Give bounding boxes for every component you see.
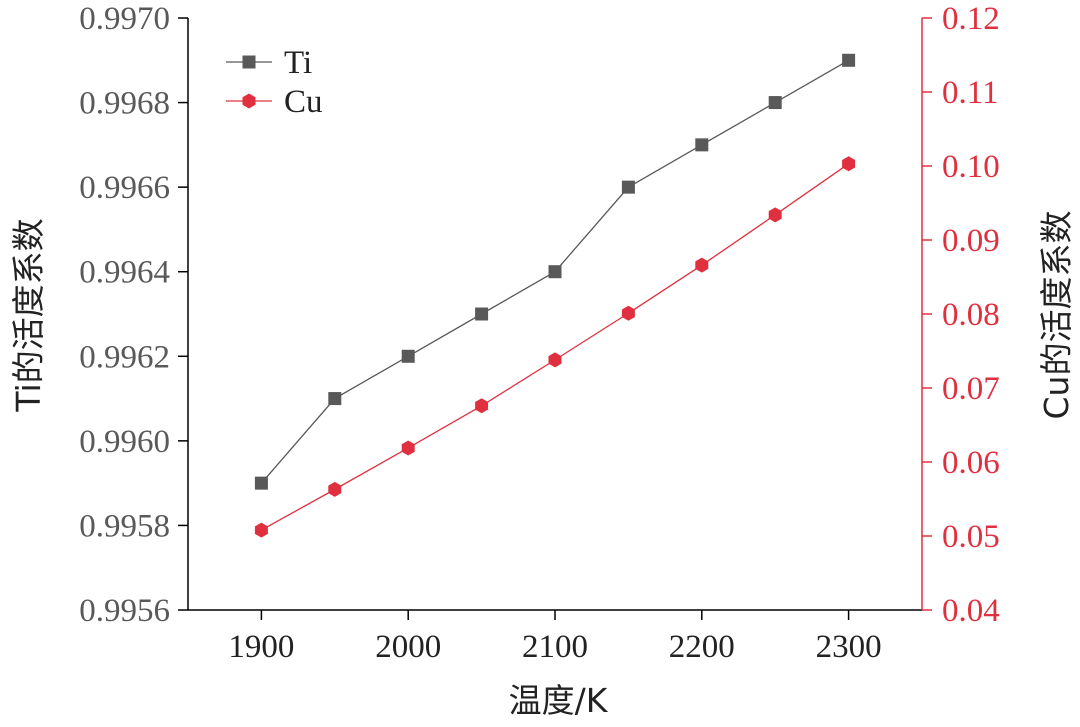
x-tick-label: 1900 [228,629,294,665]
x-axis-label: 温度/K [509,681,609,720]
x-tick-label: 2000 [375,629,441,665]
axes: 1900 2000 2100 2200 2300 0.9956 0.9958 0.9960 0.… [79,1,1000,665]
y-right-tick-label: 0.12 [942,1,1000,37]
y-right-tick-label: 0.06 [942,445,1000,481]
series-ti-point [475,307,489,321]
y-left-tick-label: 0.9962 [79,339,170,375]
x-tick-label: 2200 [669,629,735,665]
series-cu-point [842,156,856,172]
series-cu-point [254,522,268,538]
legend-label: Ti [284,45,312,81]
y-right-tick-label: 0.09 [942,223,1000,259]
series-ti-point [548,265,562,279]
y-left-tick-label: 0.9968 [79,86,170,122]
x-tick-label: 2300 [816,629,882,665]
y-left-tick-label: 0.9958 [79,508,170,544]
y-left-tick-label: 0.9966 [79,170,170,206]
series-ti-point [621,180,635,194]
series-cu-line [261,163,849,531]
series-cu-point [768,207,782,223]
series-ti [254,53,856,490]
legend-label: Cu [284,84,323,120]
series-cu-point [475,398,489,414]
legend-item-cu: Cu [226,84,323,120]
legend-marker [242,55,256,69]
series-cu-point [621,305,635,321]
series-ti-point [695,138,709,152]
y-right-tick-label: 0.05 [942,519,1000,555]
series-cu-point [548,352,562,368]
y-axis-right-label: Cu的活度系数 [1037,211,1076,420]
legend-marker [242,93,256,109]
series-ti-point [254,476,268,490]
legend-item-ti: Ti [226,45,312,81]
series-layer [254,53,856,538]
y-left-tick-label: 0.9964 [79,255,170,291]
series-cu-point [695,257,709,273]
series-ti-point [401,349,415,363]
y-right-tick-label: 0.10 [942,149,1000,185]
y-left-tick-label: 0.9970 [79,1,170,37]
y-right-tick-label: 0.08 [942,297,1000,333]
y-right-tick-label: 0.11 [942,75,999,111]
y-right-tick-label: 0.04 [942,593,1000,629]
y-left-tick-label: 0.9956 [79,593,170,629]
y-left-tick-label: 0.9960 [79,424,170,460]
y-right-tick-label: 0.07 [942,371,1000,407]
series-cu [254,156,856,538]
series-ti-point [328,392,342,406]
series-cu-point [328,481,342,497]
y-axis-left-label: Ti的活度系数 [9,218,48,412]
x-tick-label: 2100 [522,629,588,665]
series-ti-point [768,96,782,110]
series-ti-point [842,53,856,67]
series-cu-point [401,440,415,456]
